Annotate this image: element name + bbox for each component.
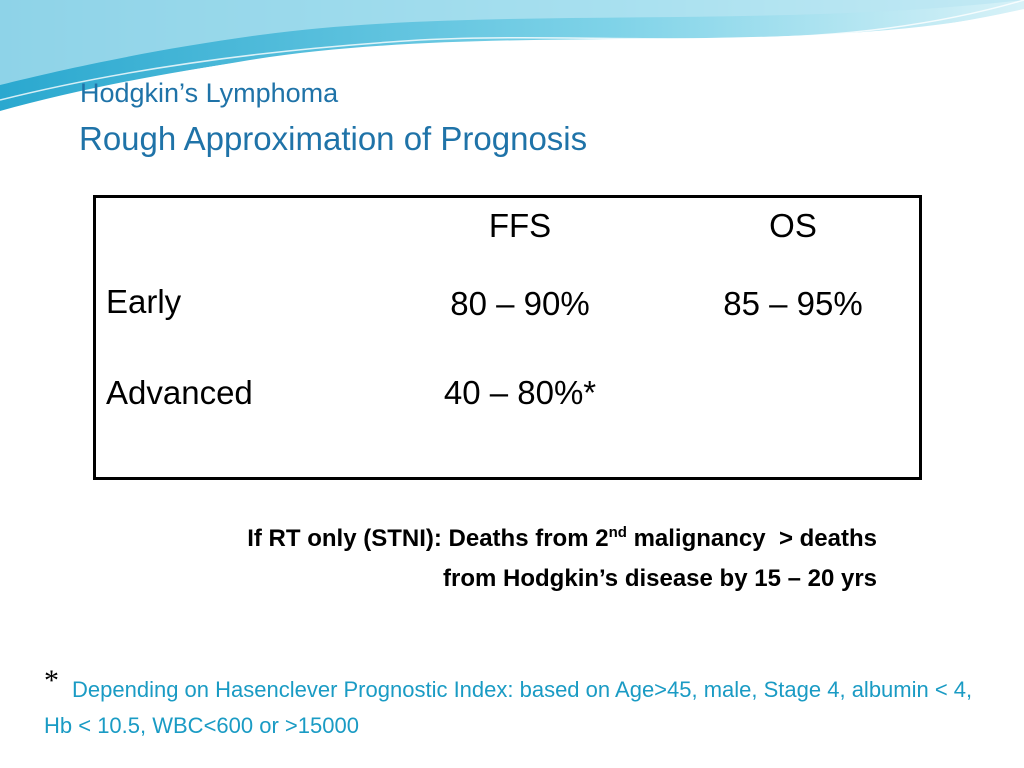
footnote-marker: *	[44, 664, 59, 697]
column-header: FFS	[488, 207, 552, 244]
footnote-text: Depending on Hasenclever Prognostic Inde…	[44, 677, 973, 738]
row-label: Advanced	[106, 374, 253, 411]
subtitle: Rough Approximation of Prognosis	[79, 120, 588, 157]
cell: 85 – 95%	[723, 285, 863, 322]
cell: 40 – 80%*	[443, 374, 597, 411]
wave	[0, 0, 1024, 85]
cell: 80 – 90%	[450, 285, 590, 322]
note-text: malignancy > deaths	[626, 525, 877, 552]
wave-line	[0, 0, 1024, 101]
table	[93, 195, 922, 480]
wave-line	[0, 9, 1024, 113]
row-label: Early	[106, 283, 182, 320]
note-line: from Hodgkin’s disease by 15 – 20 yrs	[443, 565, 877, 592]
column-header: OS	[769, 207, 817, 244]
superscript: nd	[608, 524, 627, 541]
title: Hodgkin’s Lymphoma	[80, 78, 339, 108]
note-line: If RT only (STNI): Deaths from 2nd malig…	[247, 524, 877, 553]
note-text: If RT only (STNI): Deaths from 2	[247, 525, 609, 552]
header-decoration	[0, 0, 1024, 113]
